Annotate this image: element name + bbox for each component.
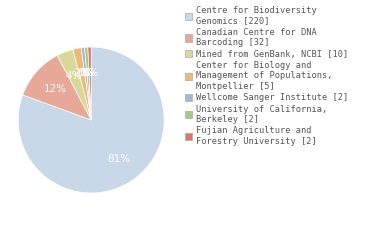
- Text: 0%: 0%: [82, 68, 98, 78]
- Wedge shape: [23, 55, 91, 120]
- Wedge shape: [84, 47, 91, 120]
- Wedge shape: [81, 47, 91, 120]
- Text: 12%: 12%: [44, 84, 67, 94]
- Legend: Centre for Biodiversity
Genomics [220], Canadian Centre for DNA
Barcoding [32], : Centre for Biodiversity Genomics [220], …: [183, 4, 350, 148]
- Text: 4%: 4%: [66, 71, 82, 81]
- Text: 0%: 0%: [78, 68, 94, 78]
- Wedge shape: [73, 48, 91, 120]
- Text: 2%: 2%: [74, 68, 90, 78]
- Text: 0%: 0%: [80, 68, 96, 78]
- Text: 81%: 81%: [107, 154, 130, 164]
- Wedge shape: [88, 47, 91, 120]
- Wedge shape: [57, 49, 91, 120]
- Wedge shape: [18, 47, 164, 193]
